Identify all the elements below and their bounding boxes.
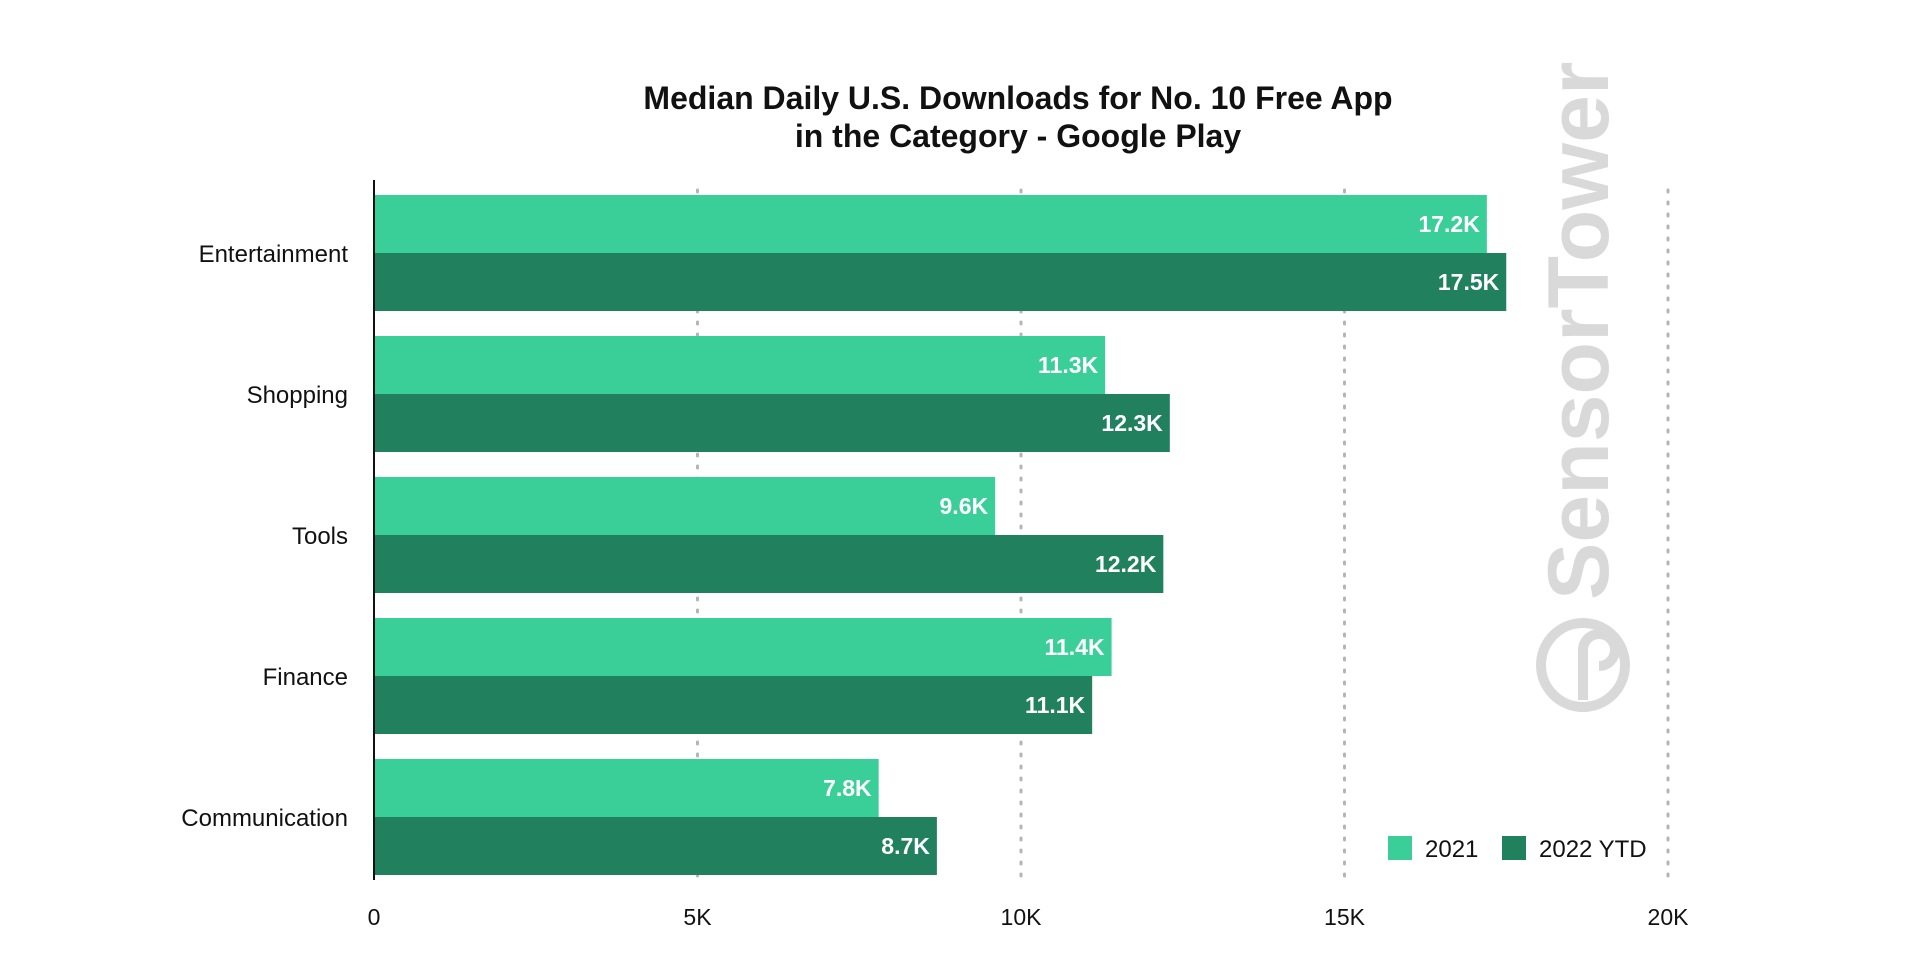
bar-label-tools-2022-ytd: 12.2K <box>1095 551 1157 577</box>
chart-title-line-2: in the Category - Google Play <box>795 118 1242 154</box>
category-labels: Entertainment Shopping Tools Finance Communi… <box>181 241 348 832</box>
bar-communication-2022-ytd <box>374 817 937 875</box>
category-label-entertainment: Entertainment <box>199 241 349 268</box>
legend: 2021 2022 YTD <box>1388 836 1647 863</box>
category-label-finance: Finance <box>263 664 348 691</box>
bar-label-tools-2021: 9.6K <box>940 493 989 519</box>
bar-label-shopping-2022-ytd: 12.3K <box>1101 410 1163 436</box>
bar-label-finance-2021: 11.4K <box>1044 634 1104 660</box>
bar-label-finance-2022-ytd: 11.1K <box>1025 692 1085 718</box>
bar-label-entertainment-2022-ytd: 17.5K <box>1438 269 1500 295</box>
legend-label-2022-ytd: 2022 YTD <box>1539 836 1647 863</box>
bar-finance-2022-ytd <box>374 676 1093 734</box>
watermark-text: SensorTower <box>1531 62 1627 600</box>
x-tick-label-10k: 10K <box>1001 904 1043 930</box>
legend-swatch-2022-ytd <box>1502 836 1526 860</box>
category-label-communication: Communication <box>181 805 348 832</box>
bar-tools-2022-ytd <box>374 535 1164 593</box>
bar-tools-2021 <box>374 477 996 535</box>
x-tick-label-20k: 20K <box>1648 904 1690 930</box>
category-label-tools: Tools <box>292 523 348 550</box>
bar-label-shopping-2021: 11.3K <box>1038 352 1098 378</box>
bar-shopping-2022-ytd <box>374 394 1170 452</box>
x-tick-label-5k: 5K <box>683 904 712 930</box>
x-axis-ticks: 0 5K 10K 15K 20K <box>368 904 1690 930</box>
bars <box>374 195 1507 875</box>
category-label-shopping: Shopping <box>247 382 348 409</box>
bar-entertainment-2022-ytd <box>374 253 1507 311</box>
x-tick-label-0: 0 <box>368 904 381 930</box>
bar-labels: 17.2K 17.5K 11.3K 12.3K 9.6K 12.2K 11.4K 11.1K 7… <box>823 211 1500 859</box>
bar-entertainment-2021 <box>374 195 1487 253</box>
legend-swatch-2021 <box>1388 836 1412 860</box>
bar-shopping-2021 <box>374 336 1106 394</box>
watermark: SensorTower <box>1531 62 1630 712</box>
bar-communication-2021 <box>374 759 879 817</box>
bar-label-entertainment-2021: 17.2K <box>1418 211 1480 237</box>
sensortower-logo-icon <box>1536 618 1630 712</box>
bar-finance-2021 <box>374 618 1112 676</box>
x-tick-label-15k: 15K <box>1324 904 1366 930</box>
legend-label-2021: 2021 <box>1425 836 1478 863</box>
bar-label-communication-2022-ytd: 8.7K <box>881 833 930 859</box>
bar-label-communication-2021: 7.8K <box>823 775 872 801</box>
chart-title-line-1: Median Daily U.S. Downloads for No. 10 F… <box>643 80 1392 116</box>
